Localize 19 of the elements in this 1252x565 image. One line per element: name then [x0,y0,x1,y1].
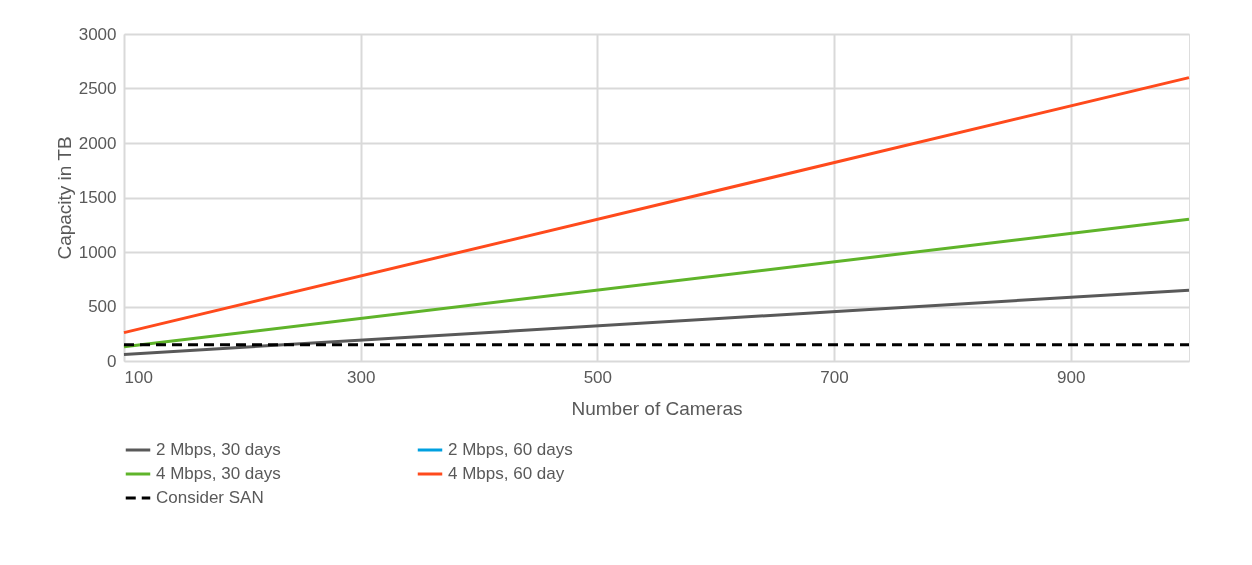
y-tick-label: 1000 [78,242,117,262]
legend-label: 2 Mbps, 60 days [448,440,573,459]
y-tick-label: 3000 [78,24,117,44]
y-axis-title: Capacity in TB [53,136,75,260]
x-tick-label: 100 [124,367,153,387]
legend-label: 4 Mbps, 30 days [156,464,281,483]
legend-label: 4 Mbps, 60 day [448,464,565,483]
y-tick-label: 2000 [78,133,117,153]
x-axis-title: Number of Cameras [571,397,743,419]
y-tick-label: 2500 [78,79,117,98]
legend-label: Consider SAN [156,488,264,507]
x-tick-label: 900 [1056,367,1086,387]
x-tick-label: 500 [583,367,613,387]
legend-label: 2 Mbps, 30 days [156,440,281,459]
x-tick-label: 300 [346,367,376,387]
y-tick-label: 0 [107,351,117,371]
x-tick-label: 700 [820,367,849,387]
y-tick-label: 500 [88,297,117,316]
y-tick-label: 1500 [78,188,117,207]
